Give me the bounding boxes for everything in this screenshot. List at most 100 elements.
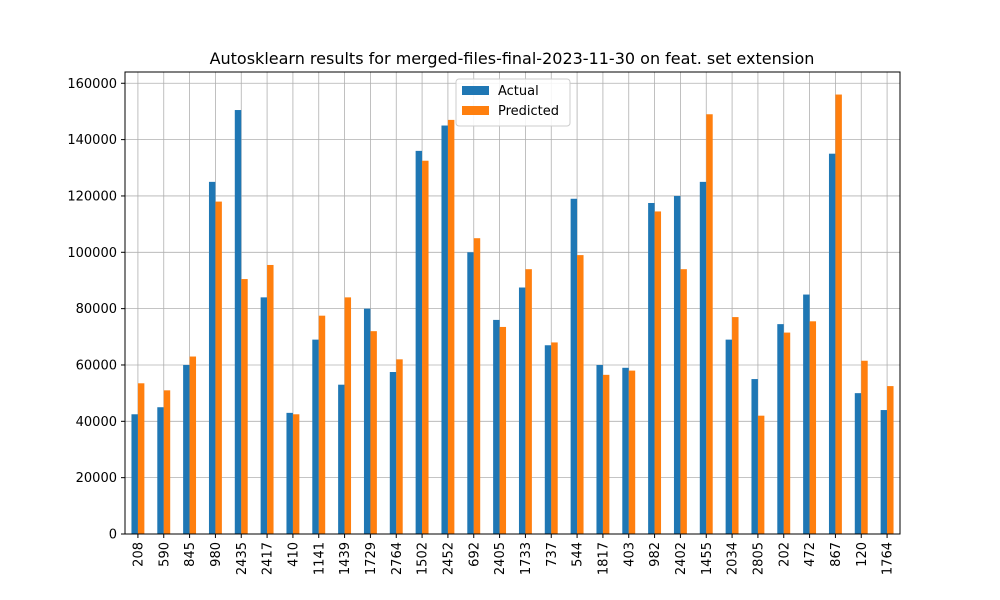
bar-predicted-692 [473,238,481,534]
bar-predicted-590 [163,390,171,534]
x-tick-label: 2452 [441,542,456,575]
bar-actual-2405 [493,319,500,534]
x-tick-label: 737 [545,542,560,567]
bar-actual-472 [803,294,810,534]
x-tick-label: 544 [571,542,586,567]
bar-actual-2435 [234,110,242,534]
bar-actual-867 [828,153,836,534]
legend-swatch-actual [462,86,489,95]
bar-actual-544 [570,198,578,534]
bar-predicted-2805 [757,415,765,534]
bar-actual-845 [183,364,190,534]
bar-predicted-1729 [370,331,377,534]
x-tick-label: 472 [803,542,818,567]
x-tick-label: 1817 [596,542,611,575]
bar-actual-2764 [389,372,397,534]
bar-predicted-982 [654,211,662,534]
bar-predicted-1141 [318,315,326,534]
bar-predicted-867 [835,94,842,534]
legend: Actual Predicted [455,78,571,127]
bar-actual-403 [622,367,629,534]
x-axis: 208 590 845 980 2435 2417 410 1141 1439 1729 2764 1… [131,534,896,575]
bars [131,94,894,535]
bar-predicted-403 [628,370,636,534]
bar-predicted-2405 [499,326,507,534]
bar-actual-980 [208,181,216,535]
bar-predicted-2435 [241,279,248,534]
y-tick-label: 80000 [76,302,117,317]
y-tick-label: 60000 [76,358,117,373]
x-tick-label: 1455 [700,542,715,575]
bar-predicted-208 [137,383,145,534]
x-tick-label: 120 [855,542,870,567]
y-axis: 0 20000 40000 60000 80000 100000 120000 140000 1… [67,77,125,543]
x-tick-label: 1141 [312,542,327,575]
plot-frame [124,71,901,535]
bar-predicted-2402 [680,269,687,534]
bar-actual-590 [157,407,164,534]
bar-predicted-1502 [422,160,429,535]
legend-label-predicted: Predicted [498,104,559,119]
bar-actual-1764 [880,410,888,534]
y-tick-label: 40000 [76,415,117,430]
legend-label-actual: Actual [498,84,539,99]
bar-actual-737 [544,345,552,534]
bar-predicted-410 [292,414,300,534]
x-tick-label: 2405 [493,542,508,575]
x-tick-label: 867 [829,542,844,567]
bar-predicted-544 [577,255,584,535]
bar-actual-202 [777,324,784,534]
bar-actual-2402 [673,195,681,534]
bar-actual-208 [131,414,138,534]
bar-predicted-980 [215,201,222,534]
x-tick-label: 982 [648,542,663,567]
bar-actual-982 [648,202,655,534]
x-tick-label: 202 [777,542,792,567]
bar-predicted-1455 [706,114,713,534]
chart-title: Autosklearn results for merged-files-fin… [210,49,815,68]
y-tick-label: 160000 [67,77,117,92]
x-tick-label: 2034 [726,542,741,575]
bar-actual-1502 [415,150,423,534]
y-tick-label: 120000 [67,189,117,204]
bar-predicted-1764 [887,386,894,534]
bar-actual-2452 [441,125,448,535]
x-tick-label: 403 [622,542,637,567]
bar-actual-1817 [596,364,603,534]
x-tick-label: 1502 [416,542,431,575]
x-tick-label: 410 [286,542,301,567]
bar-actual-410 [286,412,293,534]
bar-predicted-1817 [602,374,610,534]
x-tick-label: 980 [209,542,224,567]
bar-predicted-472 [809,321,817,534]
x-tick-label: 692 [467,542,482,567]
bar-actual-1729 [363,308,371,534]
x-tick-label: 1439 [338,542,353,575]
legend-swatch-predicted [462,106,489,115]
x-tick-label: 1764 [881,542,896,575]
y-tick-label: 20000 [76,471,117,486]
x-tick-label: 2402 [674,542,689,575]
x-tick-label: 1729 [364,542,379,575]
bar-predicted-2452 [447,119,455,534]
bar-actual-1733 [518,287,526,534]
bar-predicted-2764 [396,359,403,534]
bar-predicted-120 [861,360,868,534]
bar-predicted-1439 [344,297,352,534]
x-tick-label: 208 [131,542,146,567]
x-tick-label: 2435 [235,542,250,575]
y-tick-label: 100000 [67,246,117,261]
x-tick-label: 2805 [751,542,766,575]
bar-actual-1439 [338,384,345,534]
bar-actual-2417 [260,297,268,534]
bar-actual-1455 [699,181,707,535]
y-tick-label: 140000 [67,133,117,148]
bar-predicted-737 [551,342,558,534]
bar-predicted-2034 [732,317,739,534]
bar-predicted-845 [189,356,197,534]
x-tick-label: 845 [183,542,198,567]
bar-actual-2034 [725,339,733,534]
bar-actual-120 [854,393,862,534]
x-tick-label: 1733 [519,542,534,575]
